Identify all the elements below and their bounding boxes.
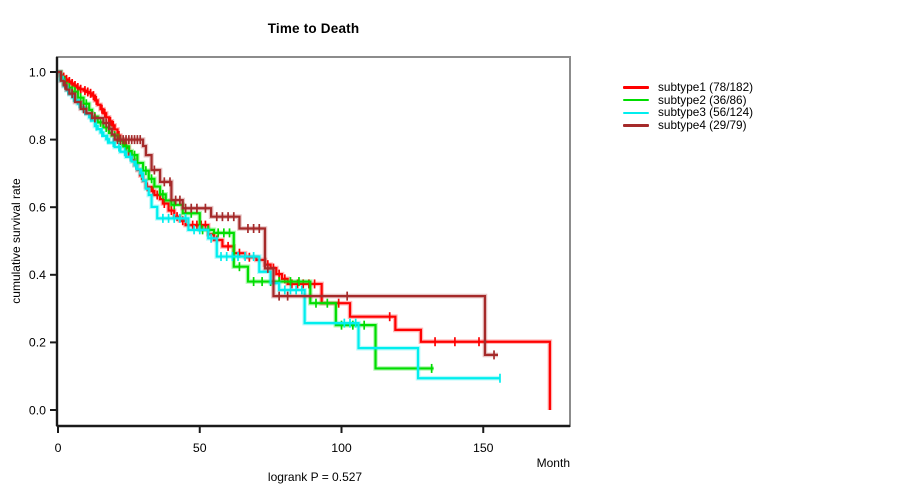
legend: subtype1 (78/182) subtype2 (36/86) subtype…	[623, 81, 753, 132]
x-tick-label: 150	[473, 441, 494, 455]
y-tick-label: 0.0	[29, 403, 46, 417]
y-tick-label: 0.2	[29, 336, 46, 350]
km-curve-2	[58, 69, 434, 373]
curve-halo	[57, 69, 500, 381]
curve-line	[58, 70, 500, 380]
legend-line-sample	[623, 98, 649, 102]
y-tick-label: 0.4	[29, 268, 46, 282]
y-tick-label: 0.6	[29, 201, 46, 215]
censor-marks	[62, 75, 501, 383]
legend-label: subtype3 (56/124)	[658, 105, 754, 120]
legend-line-sample	[623, 86, 649, 89]
y-tick-label: 1.0	[29, 65, 46, 79]
legend-label: subtype1 (78/182)	[658, 80, 754, 94]
plot-box	[56, 56, 571, 427]
legend-label: subtype4 (29/79)	[658, 118, 747, 133]
y-tick-label: 0.8	[29, 133, 46, 147]
curve-halo	[57, 69, 553, 410]
curve-halo	[58, 69, 434, 371]
legend-item: subtype3 (56/124)	[623, 106, 753, 119]
axis-ticks	[50, 71, 485, 433]
axis-tick-labels: 1.0 0.8 0.6 0.4 0.2 0.0 0 50 100 150	[29, 65, 494, 455]
y-axis-label: cumulative survival rate	[9, 178, 23, 304]
chart-title: Time to Death	[267, 21, 360, 36]
legend-line-sample	[623, 111, 649, 114]
km-curve-4	[58, 69, 498, 360]
logrank-pvalue-text: logrank P = 0.527	[267, 470, 363, 484]
legend-item: subtype1 (78/182)	[623, 81, 753, 94]
km-curve-1	[57, 69, 553, 410]
legend-line-sample	[623, 124, 649, 127]
km-curve-3	[57, 69, 501, 383]
x-tick-label: 50	[193, 441, 207, 455]
legend-item: subtype4 (29/79)	[623, 119, 753, 132]
x-tick-label: 0	[55, 441, 62, 455]
legend-label: subtype2 (36/86)	[658, 92, 747, 107]
x-tick-label: 100	[331, 441, 352, 455]
censor-marks	[64, 80, 495, 360]
censor-marks	[59, 70, 480, 347]
curve-line	[58, 70, 551, 410]
curve-halo	[58, 69, 498, 358]
curve-line	[58, 70, 498, 357]
x-axis-label: Month	[536, 456, 570, 470]
legend-item: subtype2 (36/86)	[623, 92, 753, 107]
